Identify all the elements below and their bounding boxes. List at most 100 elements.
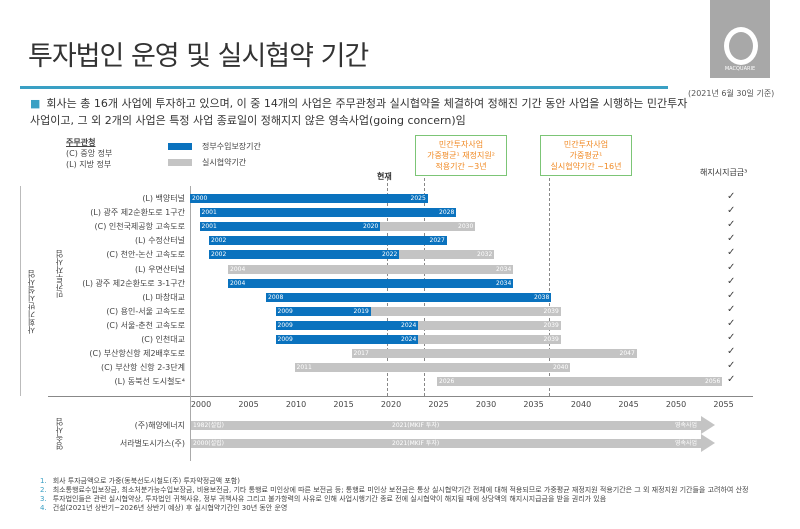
bar-end-label: 2039 [543, 321, 559, 329]
footnote: 1. 회사 투자금액으로 가중(동북선도시철도(주) 투자약정금액 포함) [40, 477, 240, 485]
going-concern-mid-label: 2021(MKIF 투자) [392, 422, 440, 429]
termination-check-icon: ✓ [727, 261, 736, 273]
termination-check-icon: ✓ [727, 205, 736, 217]
x-tick-label: 2025 [428, 400, 449, 409]
project-label: (L) 수정산터널 [134, 236, 185, 246]
bar-revenue-guarantee [209, 250, 399, 260]
bar-concession [228, 264, 513, 274]
project-label: (C) 용인-서울 고속도로 [106, 306, 185, 316]
going-concern-label: (주)해양에너지 [134, 421, 185, 430]
termination-check-icon: ✓ [727, 247, 736, 259]
bar-end-label: 2025 [410, 195, 426, 202]
going-concern-end-label: 영속사업 [675, 422, 698, 429]
arrow-head-icon [701, 416, 715, 434]
footnote: 3. 투자법인들은 관련 실시협약상, 투자법인 귀책사유, 정부 귀책사유 그리… [40, 495, 607, 503]
x-tick-label: 2000 [190, 400, 212, 409]
bar-end-label: 2039 [543, 307, 559, 315]
project-label: (C) 인천국제공항 고속도로 [94, 222, 185, 232]
x-tick-label: 2005 [238, 400, 259, 409]
bar-start-label: 2002 [211, 251, 227, 259]
bar-start-label: 2011 [296, 364, 312, 372]
project-label: (L) 광주 제2순환도로 3-1구간 [82, 278, 185, 288]
as-of-date: (2021년 6월 30일 기준) [688, 89, 775, 98]
project-label: (L) 광주 제2순환도로 1구간 [90, 208, 185, 218]
macquarie-logo: MACQUARIE [710, 0, 770, 78]
termination-check-icon: ✓ [727, 332, 736, 343]
footnote: 2. 최소통행료수입보장금, 최소처분가능수입보장금, 비용보전금, 기타 통행료… [40, 486, 749, 494]
bar-end-label: 2027 [429, 237, 445, 245]
bar-start-label: 2001 [201, 209, 217, 217]
bar-concession [294, 363, 570, 373]
footnotes: 1. 회사 투자금액으로 가중(동북선도시철도(주) 투자약정금액 포함) 2. 최… [40, 477, 760, 513]
termination-check-icon: ✓ [727, 303, 736, 315]
authority-legend: 주무관청 (C) 중앙 정부 (L) 지방 정부 [66, 138, 113, 169]
project-label: (L) 우면산터널 [134, 264, 185, 274]
bar-revenue-guarantee [228, 278, 513, 288]
project-label: (L) 백양터널 [142, 194, 185, 203]
x-tick-label: 2010 [285, 400, 307, 409]
bar-end-label: 2040 [553, 364, 569, 372]
axis-line [48, 396, 753, 397]
bar-revenue-guarantee [199, 222, 380, 232]
now-label: 현재 [377, 172, 392, 181]
termination-check-icon: ✓ [727, 360, 736, 372]
bar-end-label: 2047 [619, 350, 635, 358]
termination-check-icon: ✓ [727, 275, 736, 287]
project-label: (C) 부산항 신항 2-3단계 [100, 363, 185, 373]
bar-mid-label: 2019 [353, 307, 369, 315]
reference-line [549, 178, 551, 396]
footnote: 4. 건설(2021년 상반기~2026년 상반기 예상) 후 실시협약기간인 3… [40, 504, 288, 512]
bar-mid-label: 2022 [382, 251, 398, 259]
bar-start-label: 2000 [192, 195, 208, 202]
bar-end-label: 2034 [496, 265, 512, 273]
bar-concession [275, 320, 561, 330]
bar-start-label: 2009 [277, 321, 293, 329]
bar-end-label: 2056 [705, 378, 721, 386]
going-concern-label: 서라벌도시가스(주) [119, 439, 185, 448]
x-tick-label: 2040 [570, 400, 592, 409]
project-label: (C) 부산항신항 제2배후도로 [89, 349, 185, 359]
project-label: (C) 서울-춘천 고속도로 [106, 320, 185, 330]
bar-revenue-guarantee [266, 292, 551, 302]
termination-check-icon: ✓ [727, 233, 736, 245]
termination-check-icon: ✓ [727, 374, 736, 386]
bar-revenue-guarantee [199, 208, 456, 218]
project-label: (L) 동북선 도시철도⁴ [114, 377, 185, 387]
y-axis [190, 186, 191, 461]
bar-start-label: 2017 [353, 350, 369, 358]
bar-revenue-guarantee [190, 194, 428, 203]
title-underline [20, 86, 668, 89]
bar-revenue-guarantee [275, 335, 418, 344]
x-tick-label: 2045 [618, 400, 639, 409]
bar-start-label: 2009 [277, 336, 293, 343]
termination-check-icon: ✓ [727, 191, 736, 202]
going-concern-end-label: 영속사업 [675, 440, 698, 447]
x-tick-label: 2020 [380, 400, 402, 409]
bar-concession [437, 377, 722, 387]
going-concern-mid-label: 2021(MKIF 투자) [392, 440, 440, 447]
bar-concession [275, 306, 561, 316]
bar-end-label: 2034 [496, 279, 512, 287]
project-label: (L) 마창대교 [142, 292, 185, 302]
bar-end-label: 2038 [534, 293, 550, 301]
bar-end-label: 2032 [477, 251, 493, 259]
termination-check-icon: ✓ [727, 346, 736, 358]
group-divider [20, 186, 21, 396]
bullet-icon: ■ [30, 97, 41, 110]
bar-revenue-guarantee [275, 306, 371, 316]
going-concern-bar [191, 439, 701, 448]
x-tick-label: 2035 [523, 400, 544, 409]
x-tick-label: 2050 [665, 400, 687, 409]
bar-start-label: 2004 [230, 279, 246, 287]
bar-end-label: 2039 [543, 336, 559, 343]
project-label: (C) 인천대교 [141, 335, 185, 344]
bar-concession [351, 349, 637, 359]
x-tick-label: 2055 [713, 400, 734, 409]
bar-revenue-guarantee [209, 236, 447, 246]
bar-mid-label: 2024 [401, 321, 417, 329]
bar-start-label: 2004 [230, 265, 246, 273]
termination-check-icon: ✓ [727, 317, 736, 329]
bar-start-label: 2008 [268, 293, 284, 301]
bar-mid-label: 2020 [363, 223, 379, 231]
bar-start-label: 2001 [201, 223, 217, 231]
